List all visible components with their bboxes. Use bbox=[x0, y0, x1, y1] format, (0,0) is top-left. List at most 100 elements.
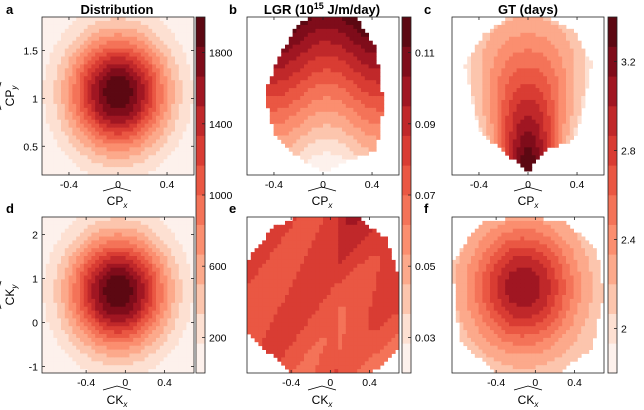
contour-cell bbox=[42, 361, 47, 366]
contour-cell bbox=[296, 127, 301, 132]
contour-cell bbox=[539, 115, 544, 121]
contour-cell bbox=[45, 267, 50, 272]
contour-cell bbox=[83, 314, 88, 319]
contour-cell bbox=[467, 72, 472, 77]
contour-cell bbox=[520, 28, 525, 34]
contour-cell bbox=[106, 44, 111, 49]
contour-cell bbox=[53, 92, 58, 97]
contour-cell bbox=[159, 76, 164, 81]
contour-cell bbox=[76, 24, 81, 30]
contour-cell bbox=[361, 88, 366, 93]
contour-cell bbox=[323, 88, 328, 93]
contour-cell bbox=[311, 131, 316, 136]
contour-cell bbox=[125, 337, 130, 343]
contour-cell bbox=[349, 64, 354, 69]
contour-cell bbox=[550, 40, 555, 46]
contour-cell bbox=[304, 84, 309, 89]
contour-cell bbox=[163, 252, 168, 257]
contour-cell bbox=[118, 80, 123, 85]
contour-cell bbox=[45, 275, 50, 280]
contour-cell bbox=[547, 68, 552, 73]
contour-cell bbox=[501, 20, 506, 26]
contour-cell bbox=[133, 279, 138, 284]
contour-cell bbox=[520, 92, 525, 97]
contour-cell bbox=[273, 80, 278, 85]
contour-cell bbox=[68, 318, 73, 323]
contour-cell bbox=[76, 349, 81, 354]
contour-cell bbox=[95, 267, 100, 272]
contour-cell bbox=[285, 84, 290, 89]
contour-cell bbox=[64, 84, 69, 89]
contour-cell bbox=[133, 295, 138, 300]
contour-cell bbox=[118, 92, 123, 97]
contour-cell bbox=[178, 275, 183, 280]
contour-cell bbox=[87, 291, 92, 296]
contour-cell bbox=[133, 240, 138, 245]
contour-cell bbox=[45, 56, 50, 61]
contour-cell bbox=[501, 123, 506, 128]
contour-cell bbox=[342, 147, 347, 152]
contour-cell bbox=[91, 147, 96, 152]
contour-cell bbox=[80, 40, 85, 46]
contour-cell bbox=[57, 135, 62, 140]
contour-cell bbox=[118, 60, 123, 65]
contour-cell bbox=[345, 52, 350, 57]
contour-cell bbox=[178, 314, 183, 319]
contour-cell bbox=[57, 143, 62, 148]
contour-cell bbox=[91, 240, 96, 245]
contour-cell bbox=[566, 84, 571, 89]
contour-cell bbox=[121, 314, 126, 319]
contour-cell bbox=[497, 92, 502, 97]
contour-cell bbox=[304, 72, 309, 77]
contour-cell bbox=[129, 349, 134, 354]
contour-cell bbox=[42, 119, 47, 125]
contour-cell bbox=[163, 353, 168, 358]
contour-cell bbox=[372, 60, 377, 65]
contour-cell bbox=[554, 68, 559, 73]
contour-cell bbox=[99, 220, 104, 226]
contour-cell bbox=[315, 151, 320, 156]
contour-cell bbox=[68, 80, 73, 85]
contour-cell bbox=[353, 48, 358, 53]
contour-cell bbox=[137, 271, 142, 276]
contour-cell bbox=[61, 159, 66, 164]
contour-cell bbox=[516, 60, 521, 65]
xlabel-a: CPx bbox=[102, 186, 132, 210]
contour-cell bbox=[486, 68, 491, 73]
contour-cell bbox=[49, 369, 54, 373]
contour-cell bbox=[61, 68, 66, 73]
contour-cell bbox=[80, 217, 85, 222]
contour-cell bbox=[535, 99, 540, 105]
contour-cell bbox=[543, 84, 548, 89]
contour-cell bbox=[156, 123, 161, 128]
contour-cell bbox=[95, 240, 100, 245]
contour-cell bbox=[266, 99, 271, 105]
contour-cell bbox=[83, 28, 88, 34]
contour-cell bbox=[76, 228, 81, 233]
contour-cell bbox=[133, 76, 138, 81]
contour-cell bbox=[505, 20, 510, 26]
contour-cell bbox=[547, 131, 552, 136]
contour-cell bbox=[471, 99, 476, 105]
contour-cell bbox=[285, 68, 290, 73]
contour-cell bbox=[535, 111, 540, 117]
contour-cell bbox=[361, 143, 366, 148]
contour-cell bbox=[49, 349, 54, 354]
contour-cell bbox=[471, 68, 476, 73]
contour-cell bbox=[129, 228, 134, 233]
contour-cell bbox=[140, 248, 145, 253]
contour-cell bbox=[167, 224, 172, 230]
contour-cell bbox=[61, 76, 66, 81]
contour-cell bbox=[273, 92, 278, 97]
contour-cell bbox=[376, 107, 381, 113]
contour-cell bbox=[175, 52, 180, 57]
contour-cell bbox=[72, 36, 77, 42]
contour-cell bbox=[326, 135, 331, 140]
contour-cell bbox=[144, 306, 149, 311]
contour-cell bbox=[493, 72, 498, 77]
contour-cell bbox=[273, 103, 278, 109]
contour-cell bbox=[144, 119, 149, 125]
contour-cell bbox=[110, 151, 115, 156]
contour-cell bbox=[49, 40, 54, 46]
contour-cell bbox=[140, 24, 145, 30]
